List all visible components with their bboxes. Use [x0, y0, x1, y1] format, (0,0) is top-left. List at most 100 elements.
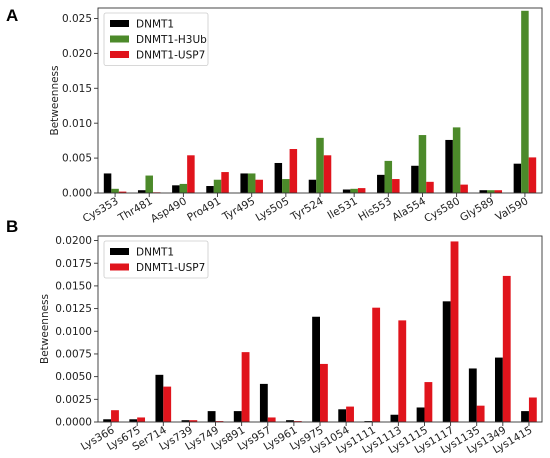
bar-dnmt1-usp7-gly589 [494, 190, 503, 193]
bar-dnmt1-lys975 [312, 316, 320, 422]
bar-dnmt1-usp7-lys961 [293, 421, 302, 422]
bar-dnmt1-usp7-his553 [392, 179, 400, 193]
bar-dnmt1-h3ub-thr481 [145, 175, 153, 193]
y-tick-label: 0.010 [62, 118, 92, 130]
bar-dnmt1-usp7-lys975 [320, 363, 328, 422]
legend-swatch [110, 248, 129, 255]
bar-dnmt1-h3ub-ala554 [418, 135, 427, 193]
bar-dnmt1-tyr495 [240, 173, 248, 193]
x-tick-label: Ile531 [325, 195, 359, 222]
bar-dnmt1-lys961 [286, 420, 294, 422]
x-tick-label: Ala554 [390, 195, 428, 224]
y-tick-label: 0.0100 [55, 326, 92, 338]
bar-dnmt1-usp7-lys366 [111, 410, 119, 422]
bar-dnmt1-h3ub-lys505 [282, 179, 290, 193]
panel-a-letter: A [6, 6, 18, 25]
bar-dnmt1-lys1113 [390, 414, 399, 422]
chart-panel-b: 0.0000 0.0025 0.0050 0.0075 0.0100 0.0125 0.01… [39, 235, 543, 456]
bar-dnmt1-h3ub-cys580 [452, 127, 461, 193]
bar-dnmt1-cys580 [445, 139, 453, 193]
bar-dnmt1-usp7-lys505 [289, 149, 298, 193]
y-tick-label: 0.0000 [55, 417, 92, 429]
bar-dnmt1-pro491 [206, 186, 214, 193]
bar-dnmt1-h3ub-tyr524 [316, 137, 324, 193]
bar-dnmt1-tyr524 [308, 179, 317, 193]
bar-dnmt1-asp490 [172, 185, 180, 193]
bar-dnmt1-ser714 [155, 374, 164, 422]
bar-dnmt1-lys1054 [338, 409, 347, 422]
x-tick-label: Gly589 [458, 195, 496, 224]
bar-dnmt1-usp7-lys1115 [424, 382, 433, 422]
y-tick-label: 0.020 [62, 48, 92, 60]
y-tick-label: 0.0150 [55, 281, 92, 293]
bar-dnmt1-lys891 [233, 411, 242, 422]
legend-entry: DNMT1 [136, 19, 174, 31]
panel-b-letter: B [6, 217, 18, 236]
bar-dnmt1-lys675 [129, 419, 138, 422]
bar-dnmt1-usp7-lys891 [241, 352, 250, 422]
bar-dnmt1-h3ub-his553 [384, 160, 393, 193]
bar-dnmt1-lys957 [259, 383, 268, 422]
legend-entry: DNMT1-USP7 [136, 262, 205, 274]
bar-dnmt1-usp7-lys1054 [346, 406, 354, 422]
y-axis-label: Betweenness [49, 66, 61, 136]
bar-dnmt1-usp7-tyr495 [255, 179, 263, 193]
bar-dnmt1-usp7-lys1117 [450, 241, 459, 422]
bar-dnmt1-lys749 [207, 411, 216, 422]
bar-dnmt1-usp7-lys1113 [398, 320, 407, 422]
bar-dnmt1-thr481 [137, 190, 146, 193]
legend-swatch [110, 20, 129, 27]
bar-dnmt1-usp7-cys580 [460, 184, 468, 193]
x-tick-label: Tyr524 [288, 195, 326, 224]
bar-dnmt1-usp7-lys1415 [528, 397, 537, 422]
bar-dnmt1-ala554 [411, 165, 419, 193]
bar-dnmt1-usp7-val590 [528, 157, 537, 193]
y-tick-label: 0.000 [62, 188, 92, 200]
bar-dnmt1-ile531 [342, 189, 351, 193]
x-tick-label: Thr481 [115, 195, 154, 225]
bar-dnmt1-cys353 [103, 173, 112, 193]
bar-dnmt1-lys1349 [494, 357, 503, 422]
x-tick-label: Asp490 [149, 195, 189, 225]
legend-box [103, 12, 209, 66]
bar-dnmt1-usp7-cys353 [118, 191, 127, 193]
bar-dnmt1-h3ub-asp490 [179, 183, 188, 193]
y-tick-label: 0.005 [62, 153, 92, 165]
bar-dnmt1-lys1115 [416, 407, 425, 422]
y-tick-label: 0.0175 [55, 258, 92, 270]
bar-dnmt1-h3ub-val590 [521, 10, 529, 194]
bar-dnmt1-usp7-pro491 [221, 172, 229, 193]
bar-dnmt1-usp7-lys739 [189, 420, 198, 422]
bar-dnmt1-usp7-lys1111 [372, 307, 381, 422]
bar-dnmt1-his553 [377, 174, 385, 193]
bar-dnmt1-usp7-lys1349 [502, 275, 511, 422]
bar-dnmt1-usp7-ile531 [357, 188, 366, 193]
bar-dnmt1-usp7-lys1135 [476, 405, 485, 422]
y-tick-label: 0.0200 [55, 235, 92, 247]
bar-dnmt1-h3ub-tyr495 [247, 173, 256, 193]
x-tick-label: Val590 [493, 195, 530, 223]
bar-dnmt1-lys366 [103, 419, 112, 422]
bar-dnmt1-gly589 [479, 190, 488, 193]
chart-panel-a: 0.000 0.005 0.010 0.015 0.020 0.025 Betweennes… [49, 7, 543, 225]
y-tick-label: 0.0025 [55, 394, 92, 406]
legend-swatch [110, 35, 129, 43]
y-tick-label: 0.0075 [55, 349, 92, 361]
bar-dnmt1-h3ub-cys353 [111, 188, 119, 193]
x-tick-label: Tyr495 [220, 195, 257, 224]
bar-dnmt1-val590 [513, 163, 522, 193]
bar-dnmt1-h3ub-pro491 [213, 179, 222, 193]
bar-dnmt1-lys1135 [468, 368, 477, 422]
bar-dnmt1-usp7-ala554 [426, 181, 434, 193]
bar-dnmt1-lys1111 [364, 421, 373, 422]
y-tick-label: 0.0125 [55, 303, 92, 315]
bar-dnmt1-usp7-ser714 [163, 386, 172, 422]
bar-dnmt1-usp7-lys749 [215, 421, 224, 422]
legend-entry: DNMT1-USP7 [136, 50, 205, 62]
x-tick-label: His553 [356, 195, 393, 224]
legend-box [103, 240, 209, 279]
legend-entry: DNMT1-H3Ub [136, 34, 207, 46]
x-tick-label: Pro491 [185, 195, 223, 224]
x-tick-label: Lys505 [254, 195, 292, 224]
bar-dnmt1-h3ub-ile531 [350, 188, 358, 193]
